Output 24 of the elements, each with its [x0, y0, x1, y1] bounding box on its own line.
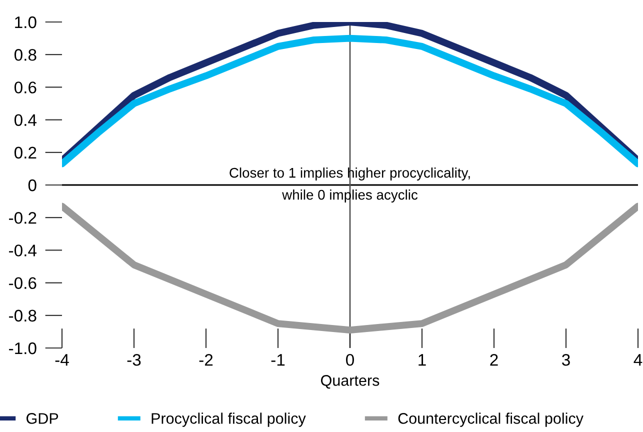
- y-tick-label: 0.4: [14, 114, 37, 126]
- x-tick-label: -4: [55, 354, 69, 366]
- x-tick-label: -1: [271, 354, 285, 366]
- x-tick-label: 4: [634, 354, 642, 366]
- y-tick-label: -0.8: [9, 310, 36, 322]
- x-tick-label: -2: [199, 354, 213, 366]
- x-tick-label: 2: [490, 354, 498, 366]
- y-tick-label: 0.6: [14, 82, 36, 94]
- x-tick-label: -3: [127, 354, 141, 366]
- y-tick-label: -0.4: [9, 244, 37, 256]
- x-tick-label: 3: [562, 354, 570, 366]
- y-tick-label: -0.2: [9, 212, 36, 224]
- y-tick-label: 0.8: [14, 49, 36, 61]
- legend-label: Procyclical fiscal policy: [152, 412, 306, 427]
- y-tick-label: -1.0: [9, 342, 36, 354]
- x-axis-title: Quarters: [321, 375, 380, 389]
- x-tick-label: 0: [346, 354, 354, 366]
- y-tick-label: 0: [28, 179, 36, 192]
- y-tick-label: -0.6: [9, 277, 36, 290]
- legend-label: GDP: [26, 413, 58, 424]
- legend-label: Countercyclical fiscal policy: [398, 412, 584, 427]
- x-tick-label: 1: [418, 354, 426, 366]
- y-tick-label: 0.2: [14, 146, 36, 159]
- y-tick-label: 1.0: [15, 16, 36, 28]
